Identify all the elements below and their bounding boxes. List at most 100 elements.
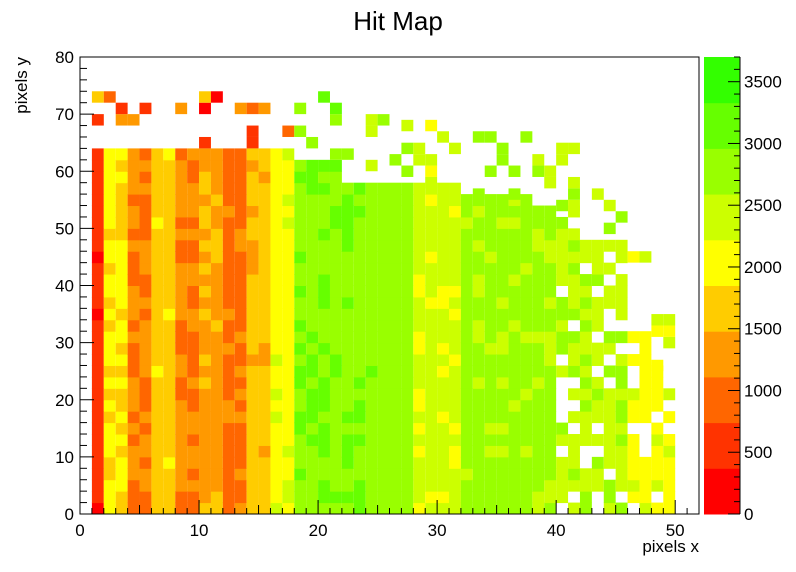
heatmap-cell: [472, 194, 485, 207]
heatmap-cell: [91, 216, 104, 229]
heatmap-cell: [341, 456, 354, 469]
heatmap-cell: [365, 376, 378, 389]
heatmap-cell: [353, 228, 366, 241]
color-bar-label: 500: [744, 443, 772, 462]
heatmap-cell: [591, 399, 604, 412]
heatmap-cell: [258, 262, 271, 275]
heatmap-cell: [615, 445, 628, 458]
heatmap-cell: [222, 365, 235, 378]
heatmap-cell: [127, 182, 140, 195]
heatmap-cell: [472, 502, 485, 515]
heatmap-cell: [663, 502, 676, 515]
heatmap-cell: [163, 171, 176, 184]
heatmap-cell: [163, 228, 176, 241]
heatmap-cell: [151, 205, 164, 218]
heatmap-cell: [341, 434, 354, 446]
heatmap-cell: [413, 274, 426, 286]
heatmap-cell: [258, 182, 271, 195]
heatmap-cell: [175, 159, 188, 172]
heatmap-cell: [532, 411, 545, 424]
heatmap-cell: [163, 365, 176, 378]
heatmap-cell: [318, 251, 330, 264]
heatmap-cell: [437, 399, 450, 412]
heatmap-cell: [365, 491, 378, 504]
heatmap-cell: [151, 194, 164, 207]
heatmap-cell: [151, 182, 164, 195]
heatmap-cell: [246, 308, 259, 321]
heatmap-cell: [663, 325, 676, 337]
heatmap-cell: [389, 434, 402, 446]
heatmap-cell: [115, 354, 128, 366]
heatmap-cell: [318, 228, 330, 241]
heatmap-cell: [484, 165, 497, 177]
heatmap-cell: [484, 399, 497, 412]
heatmap-cell: [210, 239, 223, 252]
heatmap-cell: [413, 354, 426, 366]
heatmap-cell: [532, 165, 545, 177]
heatmap-cell: [341, 251, 354, 264]
heatmap-cell: [199, 502, 211, 515]
heatmap-cell: [127, 171, 140, 184]
heatmap-cell: [496, 388, 509, 401]
heatmap-cell: [437, 354, 450, 366]
heatmap-cell: [484, 131, 497, 143]
heatmap-cell: [222, 182, 235, 195]
heatmap-cell: [199, 422, 211, 435]
heatmap-cell: [544, 445, 557, 458]
heatmap-cell: [199, 274, 211, 286]
heatmap-cell: [532, 228, 545, 241]
heatmap-cell: [603, 491, 616, 504]
heatmap-cell: [115, 479, 128, 492]
heatmap-cell: [449, 468, 461, 481]
heatmap-cell: [365, 388, 378, 401]
heatmap-cell: [294, 388, 307, 401]
heatmap-cell: [294, 239, 307, 252]
heatmap-cell: [365, 251, 378, 264]
heatmap-cell: [91, 114, 104, 126]
heatmap-cell: [187, 479, 200, 492]
heatmap-cell: [210, 399, 223, 412]
heatmap-cell: [306, 331, 319, 344]
heatmap-cell: [175, 388, 188, 401]
heatmap-cell: [365, 331, 378, 344]
heatmap-cell: [615, 376, 628, 389]
heatmap-cell: [151, 354, 164, 366]
heatmap-cell: [496, 422, 509, 435]
heatmap-cell: [556, 479, 569, 492]
heatmap-cell: [365, 285, 378, 298]
heatmap-cell: [222, 262, 235, 275]
heatmap-cell: [270, 171, 283, 184]
heatmap-cell: [163, 262, 176, 275]
heatmap-cell: [222, 171, 235, 184]
heatmap-cell: [318, 91, 330, 103]
heatmap-cell: [91, 445, 104, 458]
heatmap-cell: [413, 182, 426, 195]
heatmap-cell: [413, 194, 426, 207]
heatmap-cell: [234, 239, 247, 252]
heatmap-cell: [568, 308, 580, 321]
heatmap-cell: [591, 251, 604, 264]
heatmap-cell: [151, 491, 164, 504]
heatmap-cell: [496, 308, 509, 321]
heatmap-cell: [246, 365, 259, 378]
heatmap-cell: [246, 194, 259, 207]
heatmap-cell: [318, 365, 330, 378]
heatmap-cell: [115, 342, 128, 355]
heatmap-cell: [282, 296, 295, 309]
heatmap-cell: [389, 411, 402, 424]
heatmap-cell: [91, 308, 104, 321]
heatmap-cell: [449, 502, 461, 515]
heatmap-cell: [508, 331, 521, 344]
heatmap-cell: [401, 468, 414, 481]
heatmap-cell: [389, 491, 402, 504]
heatmap-cell: [401, 479, 414, 492]
heatmap-cell: [127, 422, 140, 435]
y-axis-label: pixels y: [12, 57, 31, 114]
heatmap-cell: [258, 411, 271, 424]
heatmap-cell: [91, 239, 104, 252]
heatmap-cell: [651, 468, 664, 481]
heatmap-cell: [282, 159, 295, 172]
heatmap-cell: [579, 296, 592, 309]
heatmap-cell: [568, 365, 580, 378]
heatmap-cell: [103, 308, 116, 321]
